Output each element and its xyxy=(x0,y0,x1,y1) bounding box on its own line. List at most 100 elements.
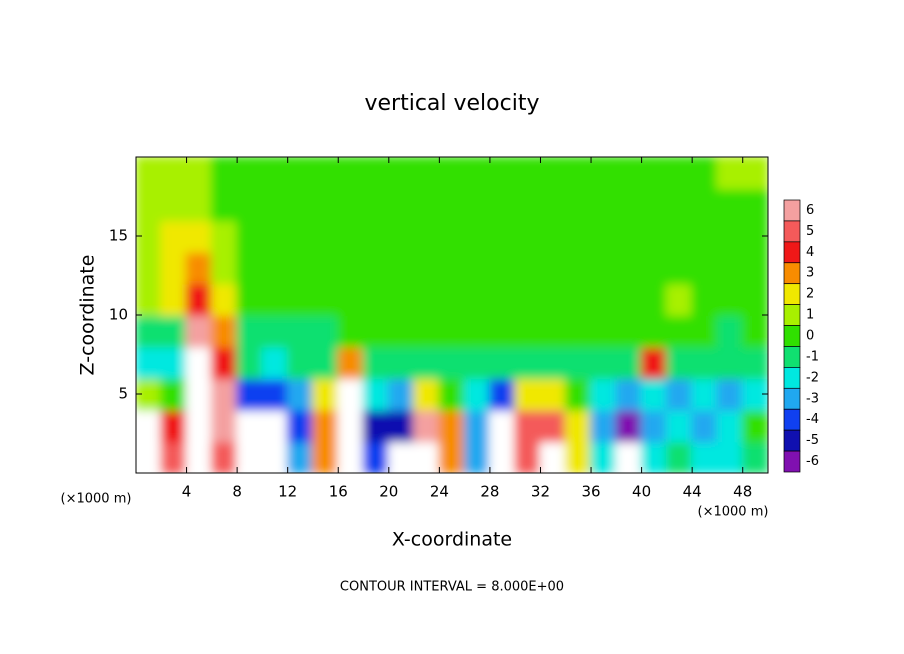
cell xyxy=(615,440,643,473)
colorbar-tick-label: -5 xyxy=(806,433,819,448)
cell xyxy=(514,345,542,380)
cell xyxy=(311,282,340,316)
cell xyxy=(236,250,264,285)
cell xyxy=(185,408,213,443)
cell xyxy=(387,219,416,253)
cell xyxy=(665,157,694,190)
cell xyxy=(438,157,466,190)
footnote: CONTOUR INTERVAL = 8.000E+00 xyxy=(340,580,564,595)
colorbar-swatch xyxy=(783,283,801,305)
cell xyxy=(564,377,593,411)
cell xyxy=(136,187,163,222)
cell xyxy=(413,345,441,380)
cell xyxy=(463,250,491,285)
x-axis-label: X-coordinate xyxy=(392,529,512,551)
cell xyxy=(564,282,593,316)
cell xyxy=(286,408,314,443)
colorbar-tick-label: 6 xyxy=(806,203,814,218)
x-tick-label: 12 xyxy=(278,483,297,501)
cell xyxy=(488,250,517,285)
cell xyxy=(210,157,239,190)
cell xyxy=(590,282,618,316)
cell xyxy=(236,187,264,222)
cell xyxy=(413,408,441,443)
cell xyxy=(640,282,668,316)
cell xyxy=(463,408,491,443)
cell xyxy=(514,314,542,348)
x-tick-label: 4 xyxy=(182,483,192,501)
cell xyxy=(236,377,264,411)
cell xyxy=(438,187,466,222)
cell xyxy=(236,314,264,348)
cell xyxy=(261,408,289,443)
cell xyxy=(488,187,517,222)
cell xyxy=(185,250,213,285)
cell xyxy=(413,250,441,285)
cell xyxy=(311,250,340,285)
cell xyxy=(463,440,491,473)
cell xyxy=(337,250,365,285)
cell xyxy=(311,377,340,411)
cell xyxy=(160,157,188,190)
cell xyxy=(741,345,768,380)
cell xyxy=(716,187,744,222)
cell xyxy=(261,314,289,348)
colorbar-swatch xyxy=(783,241,801,264)
cell xyxy=(716,282,744,316)
cell xyxy=(615,282,643,316)
cell xyxy=(640,377,668,411)
cell xyxy=(716,345,744,380)
cell xyxy=(665,377,694,411)
cell xyxy=(463,282,491,316)
cell xyxy=(160,314,188,348)
cell xyxy=(665,440,694,473)
cell xyxy=(741,440,768,473)
cell xyxy=(387,314,416,348)
cell xyxy=(640,219,668,253)
cell xyxy=(564,157,593,190)
cell xyxy=(286,250,314,285)
cell xyxy=(564,440,593,473)
cell xyxy=(261,250,289,285)
cell xyxy=(716,157,744,190)
cell xyxy=(438,314,466,348)
cell xyxy=(185,377,213,411)
cell xyxy=(539,282,567,316)
axes: 4 8 12 16 20 24 28 32 36 40 44 48510156543210-1-2-3… xyxy=(109,156,819,501)
cell xyxy=(488,345,517,380)
cell xyxy=(311,408,340,443)
cell xyxy=(590,219,618,253)
cell xyxy=(488,408,517,443)
cell xyxy=(311,345,340,380)
cell xyxy=(413,440,441,473)
cell xyxy=(261,345,289,380)
cell xyxy=(261,440,289,473)
field xyxy=(136,157,768,473)
cell xyxy=(665,345,694,380)
cell xyxy=(564,250,593,285)
colorbar-tick-label: 4 xyxy=(806,245,814,260)
cell xyxy=(716,250,744,285)
cell xyxy=(210,219,239,253)
cell xyxy=(413,157,441,190)
cell xyxy=(337,282,365,316)
x-tick-label: 8 xyxy=(232,483,242,501)
cell xyxy=(691,345,719,380)
cell xyxy=(286,314,314,348)
cell xyxy=(185,157,213,190)
cell xyxy=(362,345,390,380)
colorbar-tick-label: -3 xyxy=(806,391,819,406)
cell xyxy=(185,345,213,380)
cell xyxy=(691,250,719,285)
cell xyxy=(539,314,567,348)
cell xyxy=(539,408,567,443)
cell xyxy=(337,408,365,443)
cell xyxy=(160,377,188,411)
cell xyxy=(488,440,517,473)
cell xyxy=(691,408,719,443)
colorbar-tick-label: -6 xyxy=(806,454,819,469)
cell xyxy=(136,408,163,443)
cell xyxy=(615,345,643,380)
cell xyxy=(514,282,542,316)
colorbar-tick-label: 1 xyxy=(806,308,814,323)
